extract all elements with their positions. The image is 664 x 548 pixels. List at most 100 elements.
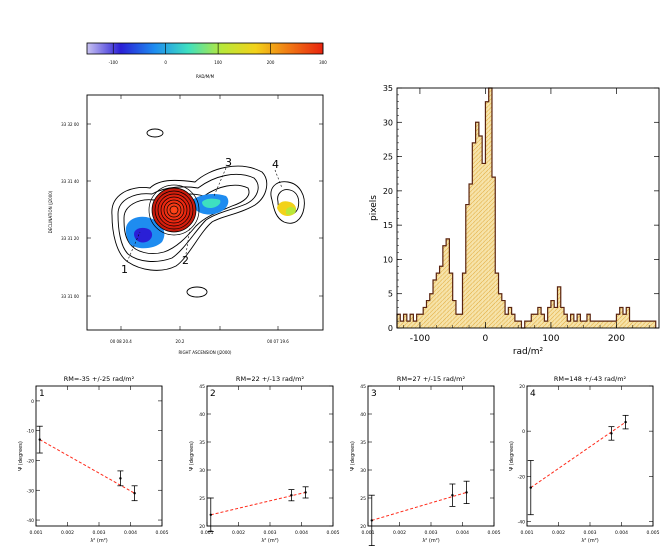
psi-panel-2: RM=22 +/-13 rad/m² 2 0.001 0.002 0.003 0.004 0… [189,375,340,544]
psi-ytick-label: -40 [518,519,525,525]
histogram-ytick-label: 25 [383,153,393,162]
colorbar-label: RAD/M/M [196,74,215,79]
psi-panel-title: RM=22 +/-13 rad/m² [236,375,305,383]
histogram-bar [511,314,515,328]
histogram-bar [482,163,486,328]
histogram-bar [547,307,551,328]
psi-xtick-label: 0.001 [521,530,534,536]
map-ytick-1: 33 31 20 [61,236,79,241]
psi-panels: RM=-35 +/-25 rad/m² 1 0.001 0.002 0.003 0.004… [18,375,660,546]
psi-panel-title: RM=27 +/-15 rad/m² [397,375,466,383]
psi-data-point [119,477,122,480]
psi-fit-line [530,421,626,489]
psi-data-point [451,494,454,497]
psi-ylabel: Ψ (degrees) [18,441,24,471]
component-labels: 1 2 3 4 [121,156,279,276]
histogram-bar [472,142,476,328]
psi-xtick-label: 0.001 [201,530,214,536]
histogram-bar [606,321,610,328]
psi-fit-line [371,491,467,521]
histogram-bar [459,314,463,328]
map-rm-patches [125,194,297,249]
histogram-bar [616,314,620,328]
histogram-bar [413,321,417,328]
map-ylabel: DECLINATION (J2000) [48,190,53,233]
histogram-bar [501,300,506,328]
histogram-bar [609,321,614,328]
psi-data-point [38,438,41,441]
histogram-bar [406,321,411,328]
map-ytick-0: 33 31 00 [61,294,79,299]
histogram-ytick-label: 0 [388,324,393,333]
psi-panel-1: RM=-35 +/-25 rad/m² 1 0.001 0.002 0.003 0.004… [18,375,169,544]
histogram-bar [469,184,473,328]
component-leaders [126,167,283,263]
histogram-bar [495,273,499,328]
histogram-bar [577,314,581,328]
histogram-xtick-label: 0 [483,334,489,344]
psi-xlabel: λ² (m²) [581,538,598,544]
psi-xtick-label: 0.003 [264,530,277,536]
psi-ylabel: Ψ (degrees) [189,441,195,471]
psi-xtick-label: 0.004 [456,530,469,536]
psi-xtick-label: 0.005 [647,530,660,536]
hotspot-green [286,207,296,215]
psi-xtick-label: 0.003 [584,530,597,536]
histogram-bar [485,101,489,328]
histogram-bar [541,314,545,328]
psi-ytick-label: 45 [199,384,205,390]
colorbar-ticks: -100 0 100 200 300 [109,43,327,65]
histogram-xtick-label: 100 [542,334,559,344]
histogram-bar [446,238,450,328]
histogram-bar [567,321,571,328]
psi-ytick-label: 20 [199,524,205,530]
psi-ytick-label: 30 [199,468,205,474]
histogram-bar [423,307,427,328]
histogram-bar [400,321,404,328]
histogram-bar [478,136,483,328]
map-xtick-1: 20.2 [176,339,185,344]
psi-data-point [304,491,307,494]
map-xtick-4: 00 07 19.6 [267,339,289,344]
psi-ytick-label: 40 [199,412,205,418]
histogram-ylabel: pixels [369,195,379,221]
psi-ytick-label: -20 [27,458,34,464]
histogram-bar [426,300,430,328]
histogram-bar [416,314,420,328]
colorbar-tick-label: 100 [214,60,222,65]
colorbar-strip [86,42,324,55]
psi-panel-frame [35,385,163,527]
colorbar-tick-label: 0 [164,60,167,65]
histogram-bar [557,286,561,328]
psi-ytick-label: 0 [31,399,34,405]
histogram-bar [639,321,643,328]
histogram-bar [570,314,574,328]
radio-map: 1 2 3 4 00 08 20.4 20.2 00 07 19.6 RIGHT… [48,94,324,355]
histogram-bar [626,307,630,328]
histogram-bar [652,321,656,328]
histogram-bar [491,177,496,328]
psi-fit-line [210,491,306,516]
colorbar-tick-label: 300 [319,60,327,65]
histogram-bar [580,321,584,328]
psi-ytick-label: 20 [360,524,366,530]
contour-outer-2 [117,174,259,262]
psi-data-point [610,432,613,435]
histogram-ytick-label: 35 [383,84,393,93]
histogram-bar [505,314,509,328]
histogram-bar [636,321,640,328]
histogram-outline [396,87,657,329]
histogram-bar [534,314,538,328]
histogram-bar [619,307,623,328]
histogram-ytick-label: 15 [383,221,393,230]
psi-xtick-label: 0.002 [61,530,74,536]
histogram-ytick-label: 5 [388,290,393,299]
psi-xtick-label: 0.001 [30,530,43,536]
psi-xtick-label: 0.002 [232,530,245,536]
histogram-bar [603,321,607,328]
psi-panel-3: RM=27 +/-15 rad/m² 3 0.001 0.002 0.003 0.004 0… [350,375,501,546]
histogram-bar [429,293,434,328]
histogram-bar [586,314,591,328]
psi-fit-line [39,439,135,494]
colorbar: -100 0 100 200 300 RAD/M/M [86,42,327,79]
